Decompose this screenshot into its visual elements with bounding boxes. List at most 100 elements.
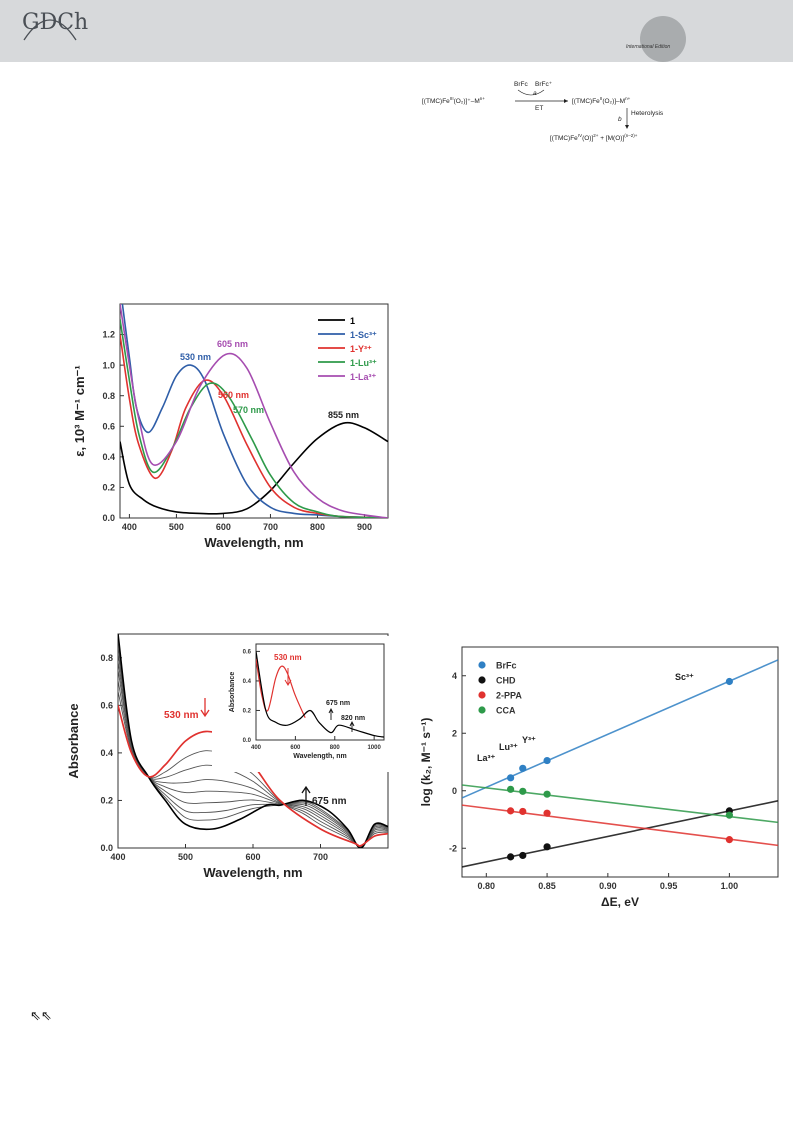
scheme-et: ET <box>535 105 543 112</box>
fig1-x-tick-label: 900 <box>357 522 372 532</box>
fig3-data-point <box>507 774 515 782</box>
gdch-logo: GDCh <box>22 10 89 35</box>
fig3-legend: BrFc CHD 2-PPA CCA <box>478 661 522 716</box>
fig3-data-point <box>519 764 527 772</box>
fig1-series-line-2 <box>120 334 388 518</box>
fig1-legend-label: 1-La³⁺ <box>350 372 377 382</box>
fig1-y-tick-label: 0.8 <box>102 391 115 401</box>
fig1-series-line-3 <box>120 319 388 518</box>
fig2-inset-y-tick-label: 0.0 <box>243 738 252 744</box>
fig2-up-arrow-icon <box>301 785 311 806</box>
fig1-axes: 400 500 600 700 800 900 0.0 0.2 0.4 0.6 0.8 1.0 1.2 W… <box>72 303 389 550</box>
edition-label: International Edition <box>626 44 671 50</box>
fig2-y-tick-label: 0.0 <box>100 843 113 853</box>
fig1-y-tick-label: 1.0 <box>102 360 115 370</box>
fig3-fit-line-2 <box>462 804 778 847</box>
fig2-inset-trace-0 <box>256 658 306 719</box>
fig1-legend: 1 1-Sc³⁺ 1-Y³⁺ 1-Lu³⁺ 1-La³⁺ <box>318 316 377 382</box>
scheme-final: [(TMC)FeIV(O)]2+ + [M(O)](n–2)+ <box>550 133 638 142</box>
fig1-x-tick-label: 800 <box>310 522 325 532</box>
fig1-x-tick-label: 600 <box>216 522 231 532</box>
fig2-inset-background <box>212 636 390 772</box>
fig3-x-tick-label: 0.90 <box>599 881 617 891</box>
fig2-inset-x-tick-label: 600 <box>290 745 301 751</box>
fig2-inset-peak-label: 530 nm <box>274 653 302 662</box>
fig3-metal-label: Y³⁺ <box>522 735 536 745</box>
fig1-peak-label: 530 nm <box>180 352 211 362</box>
fig1-plot-frame <box>119 303 389 519</box>
fig3-y-tick-label: -2 <box>449 843 457 853</box>
scheme-heterolysis: Heterolysis <box>631 110 664 117</box>
fig2-peak-label: 675 nm <box>312 796 347 807</box>
fig2-inset-trace-1 <box>256 651 384 738</box>
fig2-inset-y-tick-label: 0.4 <box>243 679 252 685</box>
fig3-y-tick-label: 0 <box>452 786 457 796</box>
fig3-legend-label: BrFc <box>496 661 517 671</box>
fig2-inset-plot-frame <box>255 643 385 741</box>
fig2-inset-down-arrow-icon <box>284 668 292 686</box>
fig1-legend-label: 1-Y³⁺ <box>350 344 372 354</box>
fig2-inset-x-tick-label: 800 <box>330 745 341 751</box>
fig3-metal-label: Sc³⁺ <box>675 672 694 682</box>
back-arrows-icon[interactable]: ⇖⇖ <box>30 1008 52 1023</box>
journal-header: GDCh International Edition <box>0 0 793 62</box>
fig3-legend-marker <box>478 676 486 684</box>
fig3-legend-label: CCA <box>496 706 516 716</box>
fig2-y-tick-label: 0.6 <box>100 700 113 710</box>
fig1-y-tick-label: 0.4 <box>102 452 115 462</box>
fig2-y-tick-label: 0.8 <box>100 653 113 663</box>
fig1-legend-label: 1-Lu³⁺ <box>350 358 377 368</box>
fig3-data-point <box>507 853 515 861</box>
fig3-x-tick-label: 0.80 <box>478 881 496 891</box>
fig2-inset-x-tick-label: 400 <box>251 745 262 751</box>
fig3-metal-label: La³⁺ <box>477 753 496 763</box>
figure-kinetics-plot: 0.80 0.85 0.90 0.95 1.00 -2 0 2 4 ΔE, eV log (k₂, … <box>420 646 779 909</box>
fig3-metal-label: Lu³⁺ <box>499 742 518 752</box>
fig3-x-tick-label: 0.85 <box>538 881 556 891</box>
fig1-peak-label: 570 nm <box>233 405 264 415</box>
fig3-y-axis-label: log (k₂, M⁻¹ s⁻¹) <box>420 718 433 807</box>
fig1-series-line-4 <box>120 304 388 518</box>
fig3-data-point <box>507 785 515 793</box>
fig3-legend-label: CHD <box>496 676 516 686</box>
fig3-data-point <box>507 807 515 815</box>
fig2-x-tick-label: 500 <box>178 852 193 862</box>
fig3-y-tick-label: 4 <box>452 671 457 681</box>
fig2-inset-y-axis-label: Absorbance <box>229 672 236 713</box>
fig1-peak-label: 605 nm <box>217 339 248 349</box>
edition-circle-icon <box>640 16 686 62</box>
scheme-product: [(TMC)FeII(O₂)]–Mn+ <box>572 96 631 105</box>
fig2-inset-up-arrow-icon <box>349 720 355 732</box>
fig2-peak-label: 530 nm <box>164 710 199 721</box>
fig2-y-tick-label: 0.4 <box>100 748 113 758</box>
fig3-data-point <box>519 807 527 816</box>
scheme-step-a: a <box>533 90 537 97</box>
fig3-x-tick-label: 0.95 <box>660 881 678 891</box>
scheme-reactant: [(TMC)FeIII(O₂)]⁺–Mn+ <box>422 96 485 105</box>
fig3-data-point <box>543 756 551 765</box>
fig2-inset-peak-label: 675 nm <box>326 700 350 707</box>
fig1-x-tick-label: 400 <box>122 522 137 532</box>
fig1-x-axis-label: Wavelength, nm <box>204 535 303 550</box>
fig1-x-tick-label: 700 <box>263 522 278 532</box>
fig2-down-arrow-icon <box>200 698 210 718</box>
fig3-data-point <box>543 809 551 817</box>
fig2-inset-y-tick-label: 0.2 <box>243 709 252 715</box>
gdch-logo-icon <box>23 19 77 41</box>
fig2-inset-up-arrow-icon <box>328 707 334 720</box>
fig2-x-tick-label: 700 <box>313 852 328 862</box>
fig3-data-point <box>519 787 527 795</box>
fig3-data-point <box>543 843 551 851</box>
fig2-inset-x-axis-label: Wavelength, nm <box>293 753 346 760</box>
fig1-y-tick-label: 0.0 <box>102 513 115 523</box>
fig1-peak-label: 855 nm <box>328 410 359 420</box>
fig2-x-axis-label: Wavelength, nm <box>203 865 302 880</box>
fig2-inset-peak-label: 820 nm <box>341 715 365 722</box>
fig3-fit-line-3 <box>462 784 778 824</box>
scheme-step-b: b <box>618 116 622 123</box>
fig3-legend-marker <box>478 706 486 714</box>
reaction-scheme: BrFc BrFc⁺ a [(TMC)FeIII(O₂)]⁺–Mn+ ET [(… <box>422 81 664 142</box>
fig1-legend-label: 1-Sc³⁺ <box>350 330 377 340</box>
fig1-y-tick-label: 0.2 <box>102 483 115 493</box>
fig3-data-point <box>725 836 733 844</box>
